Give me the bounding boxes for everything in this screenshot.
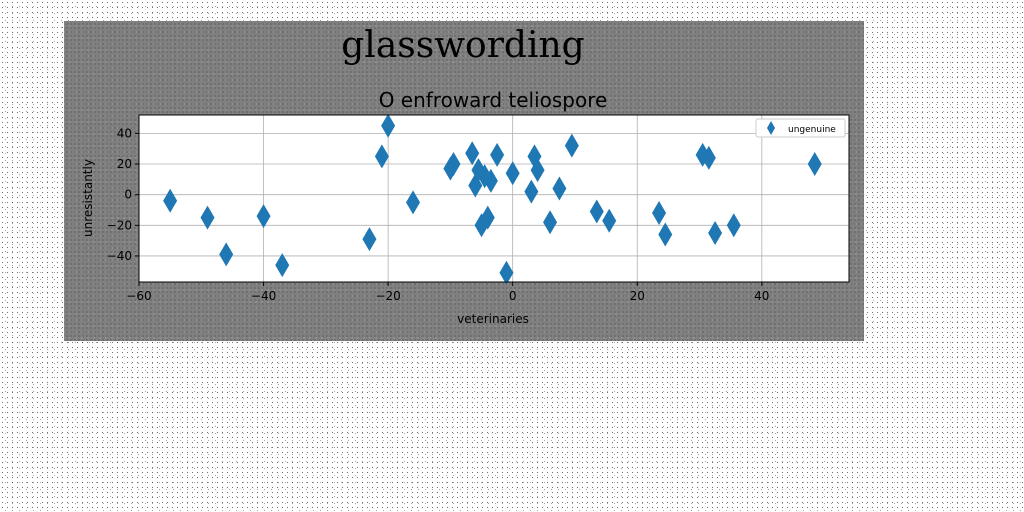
grid-lines <box>138 115 849 282</box>
y-axis-ticks: −40 −20 0 20 40 <box>107 126 139 263</box>
x-axis-ticks: −60 −40 −20 0 20 40 <box>126 282 769 303</box>
scatter-point <box>708 220 723 245</box>
scatter-point <box>490 142 505 167</box>
scatter-point <box>564 133 579 158</box>
scatter-chart: glasswording O enfroward teliospore −60−… <box>81 25 850 326</box>
plot-frame <box>138 114 850 283</box>
y-tick-label: 20 <box>117 157 132 171</box>
scatter-point <box>652 201 667 226</box>
scatter-point <box>807 152 822 177</box>
scatter-point <box>275 253 290 278</box>
legend-box <box>755 118 846 138</box>
scatter-point <box>362 227 377 252</box>
y-tick-label: −40 <box>107 249 132 263</box>
x-tick-label: −40 <box>251 289 276 303</box>
scatter-point <box>219 242 234 267</box>
x-axis-label: veterinaries <box>457 312 529 326</box>
figure-panel: glasswording O enfroward teliospore −60−… <box>64 21 864 341</box>
scatter-point <box>381 113 396 138</box>
x-tick-label: −60 <box>126 289 151 303</box>
scatter-point <box>406 190 421 215</box>
scatter-point <box>701 145 716 170</box>
scatter-point <box>446 152 461 177</box>
x-tick-label: −20 <box>375 289 400 303</box>
legend-entry-label: ungenuine <box>788 125 836 135</box>
legend-marker-icon <box>767 121 775 135</box>
y-tick-label: −20 <box>107 218 132 232</box>
scatter-point <box>505 161 520 186</box>
scatter-point <box>658 222 673 247</box>
y-tick-label: 0 <box>124 188 132 202</box>
scatter-point <box>602 208 617 233</box>
scatter-point <box>374 144 389 169</box>
x-tick-label: 20 <box>630 289 645 303</box>
scatter-points <box>163 113 822 285</box>
scatter-point <box>530 158 545 183</box>
chart-title: O enfroward teliospore <box>379 88 608 112</box>
scatter-point <box>163 188 178 213</box>
scatter-point <box>524 179 539 204</box>
scatter-point <box>589 199 604 224</box>
y-axis-label: unresistantly <box>81 159 95 237</box>
scatter-point <box>480 205 495 230</box>
scatter-point <box>552 176 567 201</box>
scatter-point <box>726 213 741 238</box>
legend: ungenuine <box>755 118 846 138</box>
scatter-point <box>200 205 215 230</box>
scatter-point <box>543 210 558 235</box>
scatter-point <box>256 204 271 229</box>
scatter-point <box>465 141 480 166</box>
figure-suptitle: glasswording <box>341 25 584 66</box>
scatter-point <box>483 168 498 193</box>
x-tick-label: 0 <box>509 289 517 303</box>
scatter-point <box>499 260 514 285</box>
x-tick-label: 40 <box>754 289 769 303</box>
y-tick-label: 40 <box>117 126 132 140</box>
plot-area <box>139 115 849 282</box>
